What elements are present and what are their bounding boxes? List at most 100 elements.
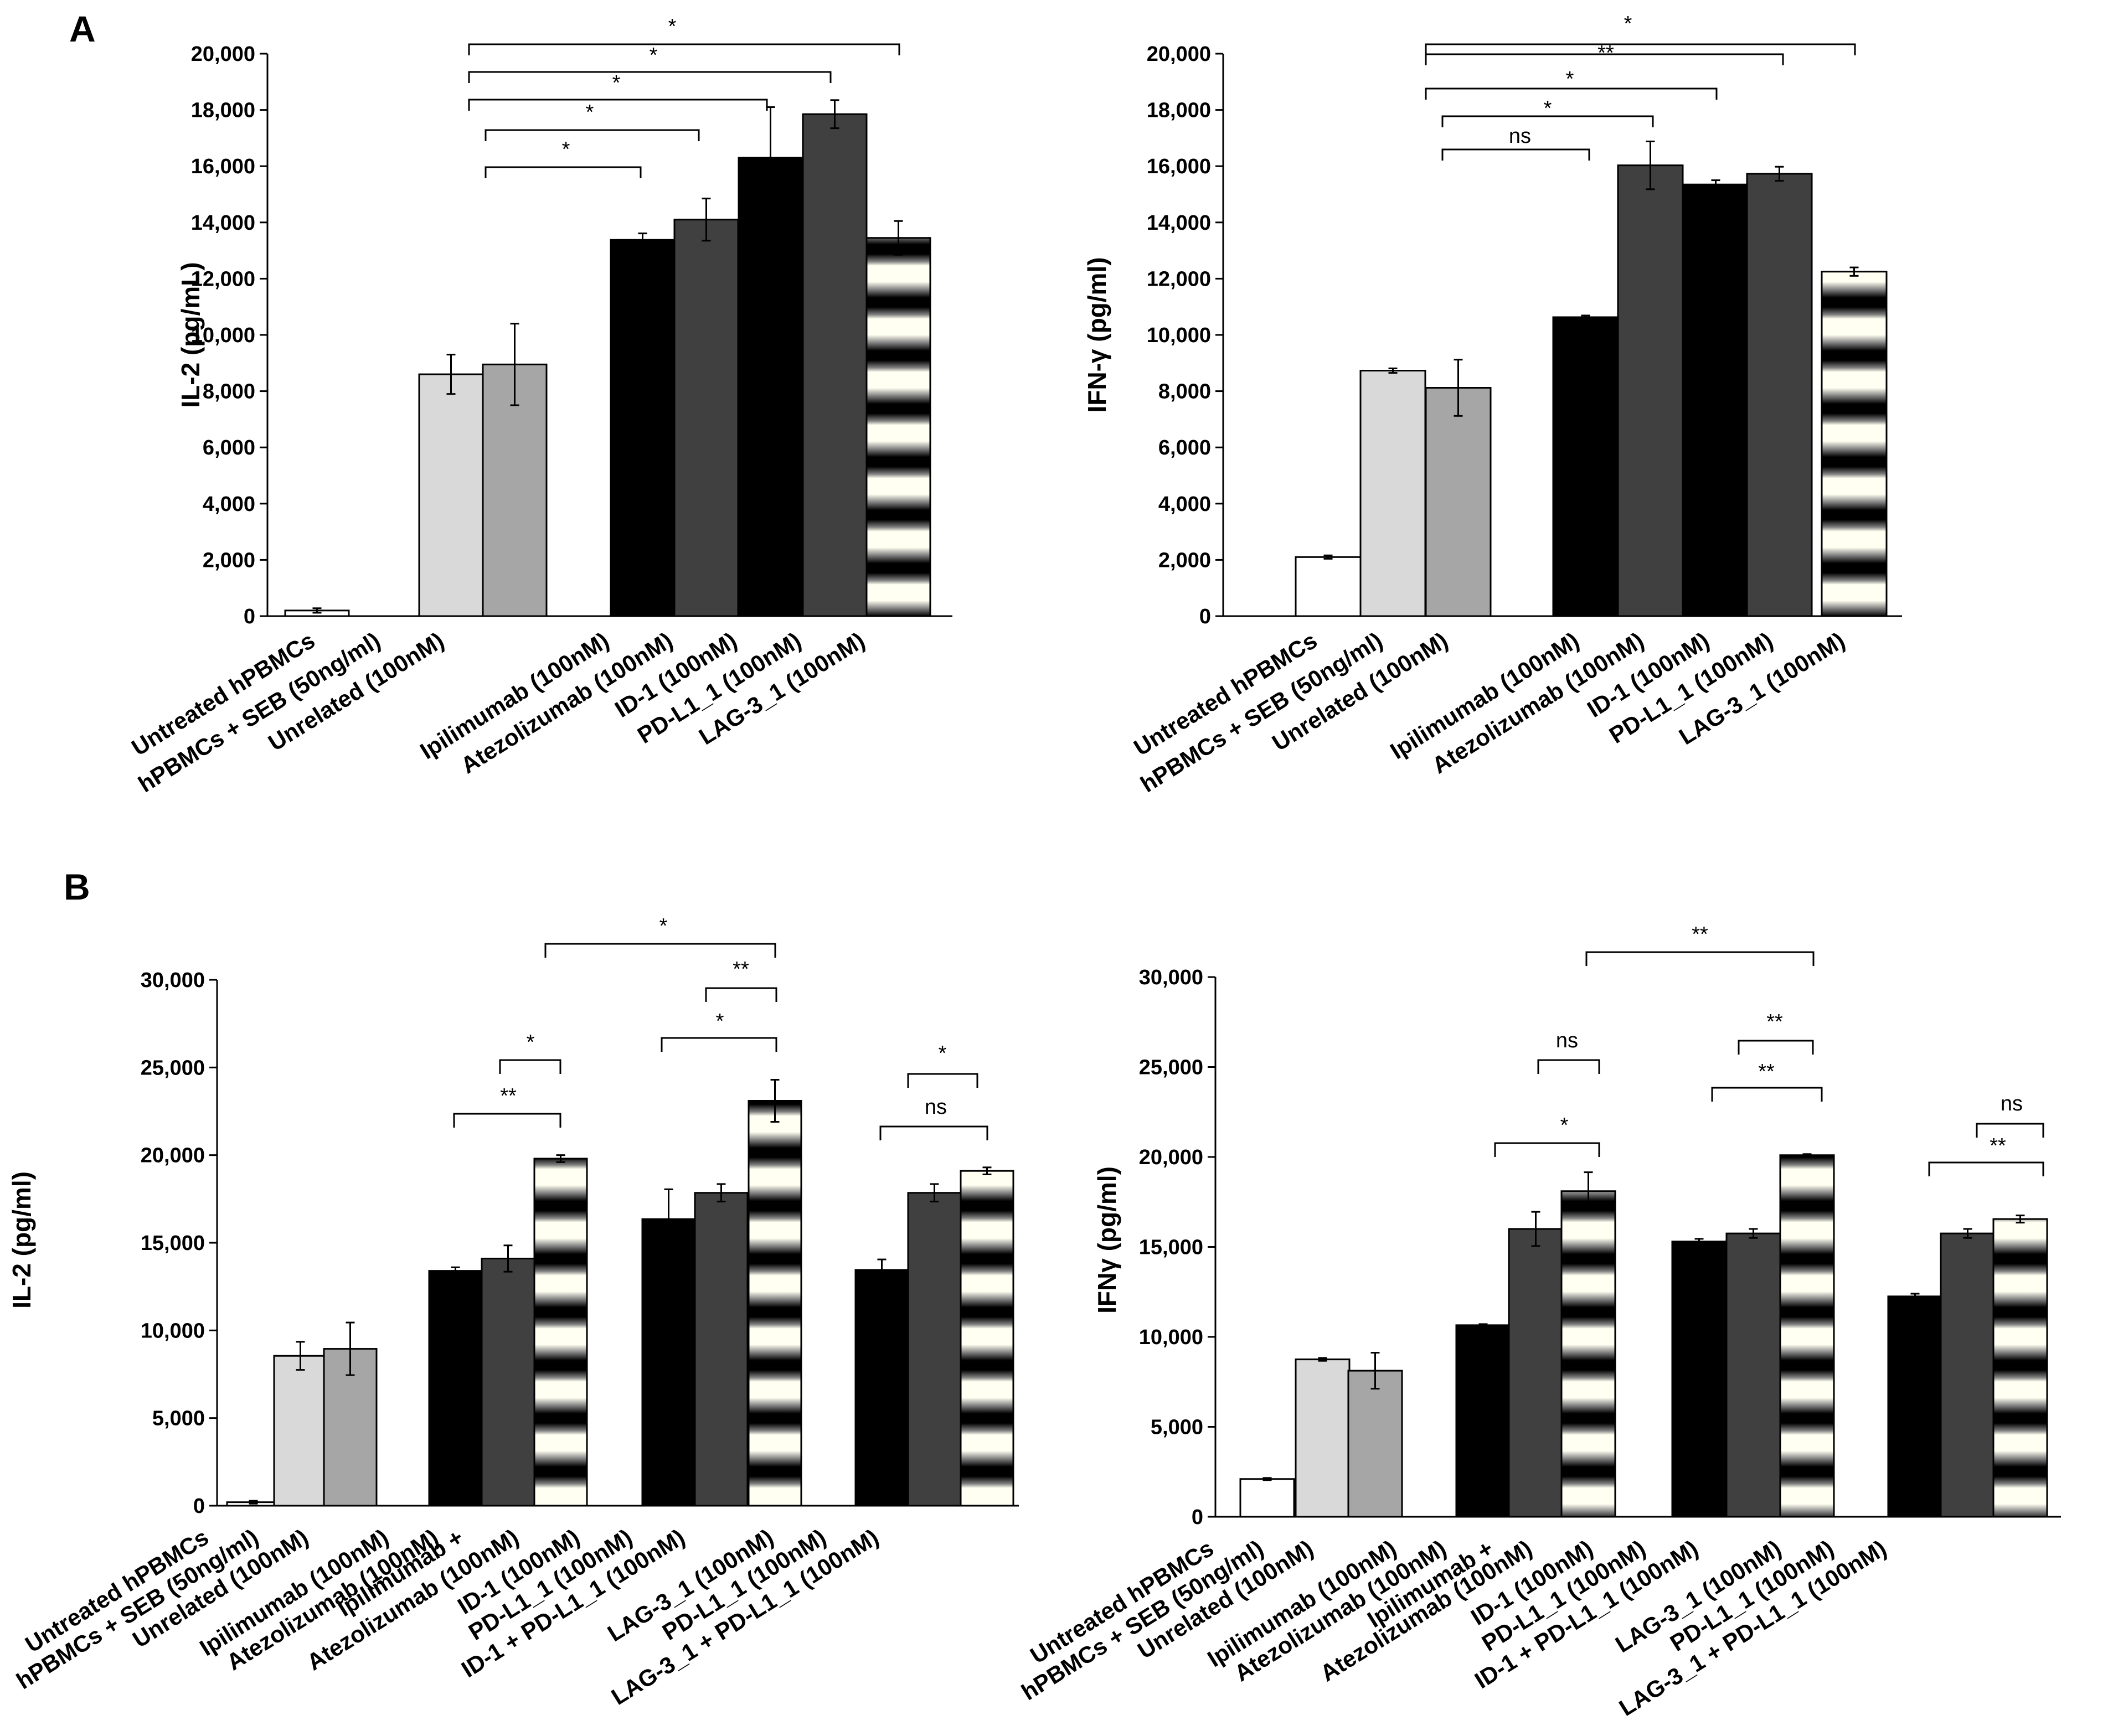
significance-label: * (1560, 1114, 1569, 1137)
chart-A-right: 0 2,000 4,000 6,000 8,000 10,000 12,000 14,000 1… (1083, 12, 1902, 797)
bar (1455, 1324, 1511, 1518)
bar (428, 1270, 483, 1507)
significance-label: * (1624, 12, 1632, 35)
significance-bracket (1976, 1123, 2044, 1138)
significance-bracket (1494, 1142, 1600, 1157)
y-tick-label: 14,000 (1147, 211, 1211, 235)
y-axis-label: IL-2 (pg/ml) (7, 1171, 36, 1309)
bar (1295, 556, 1362, 617)
significance-label: ** (1990, 1134, 2006, 1158)
category-label: hPBMCs + SEB (50ng/ml) (1017, 1535, 1267, 1706)
y-axis-label: IFN-γ (pg/ml) (1083, 257, 1111, 412)
significance-bracket (705, 987, 777, 1002)
significance-label: ** (1766, 1010, 1783, 1034)
y-tick-label: 20,000 (1139, 1146, 1203, 1169)
y-tick-label: 6,000 (1158, 436, 1211, 459)
significance-bracket (661, 1037, 777, 1052)
bar (1992, 1218, 2048, 1518)
chart-A-left: 0 2,000 4,000 6,000 8,000 10,000 12,000 14,000 1… (127, 15, 952, 797)
chart-B-right: 0 5,000 10,000 15,000 20,000 25,000 30,000 IFNγ… (1017, 923, 2061, 1721)
significance-label: * (659, 914, 668, 938)
bar (1347, 1370, 1403, 1518)
significance-label: ** (1758, 1060, 1775, 1083)
y-tick-label: 30,000 (141, 969, 205, 992)
y-tick-label: 16,000 (1147, 155, 1211, 178)
bar (1508, 1228, 1564, 1518)
significance-label: ** (500, 1084, 517, 1108)
y-tick-label: 16,000 (191, 155, 255, 178)
significance-label: ** (1692, 923, 1708, 946)
significance-label: ns (2001, 1092, 2023, 1115)
significance-bracket (1425, 53, 1784, 65)
significance-bracket (544, 943, 776, 958)
category-label: hPBMCs + SEB (50ng/ml) (12, 1524, 262, 1694)
significance-label: * (562, 138, 570, 161)
bar (273, 1355, 328, 1507)
significance-label: * (612, 71, 621, 95)
y-tick-label: 4,000 (1158, 493, 1211, 516)
significance-label: ns (1509, 125, 1531, 148)
significance-label: ns (1556, 1029, 1578, 1052)
bar (1359, 370, 1426, 617)
bar (1725, 1232, 1781, 1518)
significance-bracket (1711, 1087, 1823, 1102)
significance-label: * (939, 1042, 947, 1065)
y-tick-label: 12,000 (191, 267, 255, 291)
panel-label-b: B (64, 866, 90, 907)
significance-bracket (879, 1125, 988, 1140)
significance-bracket (468, 99, 768, 111)
significance-label: * (1544, 97, 1552, 120)
significance-bracket (468, 43, 900, 55)
y-tick-label: 15,000 (1139, 1236, 1203, 1259)
significance-bracket (485, 166, 642, 178)
bar (1779, 1154, 1835, 1518)
significance-bracket (1738, 1040, 1814, 1055)
y-tick-label: 18,000 (191, 99, 255, 122)
significance-label: ** (1597, 42, 1614, 65)
significance-label: * (586, 101, 594, 124)
charts: 0 2,000 4,000 6,000 8,000 10,000 12,000 14,000 1… (7, 12, 2061, 1721)
significance-label: * (668, 15, 677, 38)
y-tick-label: 0 (244, 605, 255, 628)
panel-label-a: A (69, 8, 96, 49)
y-axis-label: IL-2 (pg/mL) (176, 262, 205, 407)
bar (1552, 316, 1619, 617)
significance-bracket (485, 129, 700, 141)
bar (1425, 387, 1492, 617)
bar (1295, 1358, 1351, 1518)
significance-bracket (879, 1125, 988, 1140)
y-tick-label: 30,000 (1139, 966, 1203, 989)
y-tick-label: 5,000 (1151, 1416, 1203, 1439)
bar (533, 1158, 588, 1507)
y-tick-label: 20,000 (191, 43, 255, 66)
y-tick-label: 14,000 (191, 211, 255, 235)
significance-label: * (1566, 68, 1574, 91)
significance-bracket (468, 71, 832, 83)
bar (1940, 1232, 1996, 1518)
y-tick-label: 10,000 (141, 1319, 205, 1342)
bar (738, 157, 803, 617)
y-tick-label: 6,000 (203, 436, 255, 459)
bar (481, 1258, 535, 1507)
bar (1560, 1190, 1616, 1518)
y-tick-label: 25,000 (141, 1056, 205, 1079)
bar (1887, 1295, 1943, 1518)
y-tick-label: 8,000 (1158, 380, 1211, 404)
bar (1821, 271, 1888, 617)
y-tick-label: 10,000 (191, 324, 255, 347)
significance-bracket (453, 1113, 561, 1128)
chart-B-left: 0 5,000 10,000 15,000 20,000 25,000 30,000 IL-2… (7, 914, 1019, 1710)
significance-label: ns (925, 1096, 947, 1119)
y-tick-label: 0 (1192, 1506, 1203, 1529)
y-tick-label: 10,000 (1139, 1326, 1203, 1349)
significance-bracket (1585, 951, 1815, 966)
y-tick-label: 2,000 (203, 549, 255, 572)
bar (610, 239, 676, 617)
bar (1682, 183, 1749, 617)
y-tick-label: 10,000 (1147, 324, 1211, 347)
y-tick-label: 0 (1199, 605, 1211, 628)
y-tick-label: 4,000 (203, 493, 255, 516)
bar (1746, 173, 1813, 617)
bar (418, 373, 484, 617)
